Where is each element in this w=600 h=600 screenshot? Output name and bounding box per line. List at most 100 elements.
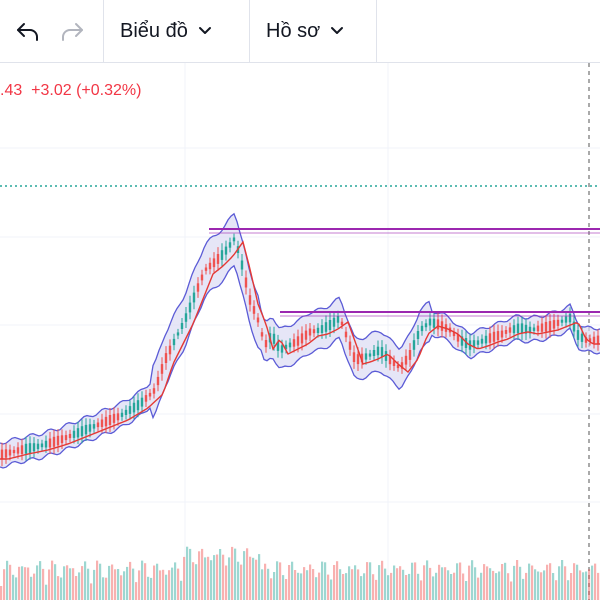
candle-body bbox=[348, 341, 352, 350]
volume-bar bbox=[366, 562, 369, 600]
candle-body bbox=[316, 327, 320, 333]
candle-body bbox=[300, 333, 304, 344]
volume-bar bbox=[558, 566, 561, 600]
candle-body bbox=[216, 254, 220, 264]
candle-body bbox=[248, 295, 252, 305]
volume-bar bbox=[195, 564, 198, 600]
volume-bar bbox=[48, 569, 51, 600]
candle-body bbox=[200, 274, 204, 281]
volume-bar bbox=[522, 578, 525, 600]
volume-bar bbox=[105, 577, 108, 600]
candle-body bbox=[516, 323, 520, 334]
volume-bar bbox=[126, 566, 129, 600]
candle-body bbox=[136, 400, 140, 411]
candle-body bbox=[424, 323, 428, 328]
price-chart-canvas[interactable] bbox=[0, 63, 600, 600]
volume-bar bbox=[87, 568, 90, 600]
volume-bar bbox=[108, 565, 111, 600]
volume-bar bbox=[351, 569, 354, 600]
volume-bar bbox=[90, 583, 93, 600]
volume-bar bbox=[279, 562, 282, 600]
last-price-value: .43 bbox=[0, 82, 23, 99]
candle-body bbox=[60, 435, 64, 444]
volume-bar bbox=[180, 580, 183, 600]
volume-bar bbox=[570, 573, 573, 600]
candle-body bbox=[372, 350, 376, 356]
candle-body bbox=[180, 323, 184, 329]
price-change-value: +3.02 bbox=[31, 82, 72, 99]
candle-body bbox=[32, 443, 36, 452]
candle-body bbox=[324, 322, 328, 332]
redo-button[interactable] bbox=[52, 0, 92, 62]
volume-bar bbox=[486, 566, 489, 600]
volume-bar bbox=[231, 546, 234, 600]
volume-bar bbox=[291, 561, 294, 600]
candle-body bbox=[112, 413, 116, 423]
volume-bar bbox=[102, 577, 105, 600]
volume-bar bbox=[381, 560, 384, 600]
volume-bar bbox=[228, 557, 231, 600]
volume-bar bbox=[342, 574, 345, 600]
volume-bar bbox=[60, 577, 63, 600]
volume-bar bbox=[318, 572, 321, 600]
volume-bar bbox=[3, 569, 6, 600]
volume-bar bbox=[0, 586, 3, 600]
volume-bar bbox=[432, 576, 435, 600]
volume-bar bbox=[174, 562, 177, 600]
volume-bar bbox=[564, 566, 567, 600]
volume-bar bbox=[249, 556, 252, 600]
volume-bar bbox=[207, 556, 210, 600]
volume-bar bbox=[537, 571, 540, 600]
candle-body bbox=[132, 402, 136, 413]
candle-body bbox=[500, 330, 504, 338]
volume-bar bbox=[411, 562, 414, 600]
candle-body bbox=[124, 409, 128, 415]
volume-bar bbox=[306, 570, 309, 600]
candle-body bbox=[344, 331, 348, 338]
candle-body bbox=[364, 353, 368, 360]
volume-bar bbox=[456, 563, 459, 600]
candle-body bbox=[380, 347, 384, 357]
volume-bar bbox=[426, 560, 429, 600]
price-change-percent: (+0.32%) bbox=[76, 82, 142, 99]
candle-body bbox=[504, 330, 508, 334]
volume-bar bbox=[423, 565, 426, 600]
candle-body bbox=[144, 395, 148, 402]
volume-bar bbox=[270, 578, 273, 600]
volume-bar bbox=[489, 568, 492, 600]
volume-bar bbox=[312, 569, 315, 600]
candle-body bbox=[584, 337, 588, 343]
undo-button[interactable] bbox=[8, 0, 48, 62]
candle-body bbox=[76, 428, 80, 438]
candle-body bbox=[244, 277, 248, 288]
volume-bar bbox=[303, 567, 306, 600]
price-legend: .43 +3.02 (+0.32%) bbox=[0, 82, 141, 100]
candle-body bbox=[72, 430, 76, 438]
candle-body bbox=[508, 327, 512, 333]
volume-bar bbox=[582, 572, 585, 600]
volume-bar bbox=[387, 575, 390, 600]
volume-bar bbox=[72, 568, 75, 600]
volume-bar bbox=[378, 565, 381, 600]
volume-bar bbox=[543, 570, 546, 600]
volume-bar bbox=[210, 560, 213, 600]
price-chart-pane[interactable] bbox=[0, 63, 600, 600]
candle-body bbox=[352, 352, 356, 362]
volume-bar bbox=[300, 573, 303, 600]
volume-bar bbox=[246, 548, 249, 600]
moving-average-line bbox=[0, 240, 600, 460]
volume-bar bbox=[282, 575, 285, 600]
volume-bar bbox=[81, 566, 84, 600]
profile-menu-button[interactable]: Hồ sơ bbox=[266, 0, 344, 62]
volume-bar bbox=[519, 566, 522, 600]
volume-bar bbox=[540, 572, 543, 600]
volume-bar bbox=[588, 569, 591, 600]
candle-body bbox=[428, 318, 432, 326]
candle-body bbox=[460, 336, 464, 346]
volume-bar bbox=[123, 571, 126, 600]
volume-bar bbox=[453, 572, 456, 600]
volume-bar bbox=[579, 570, 582, 600]
volume-bar bbox=[117, 569, 120, 600]
candle-body bbox=[12, 449, 16, 454]
chart-menu-button[interactable]: Biểu đồ bbox=[120, 0, 212, 62]
